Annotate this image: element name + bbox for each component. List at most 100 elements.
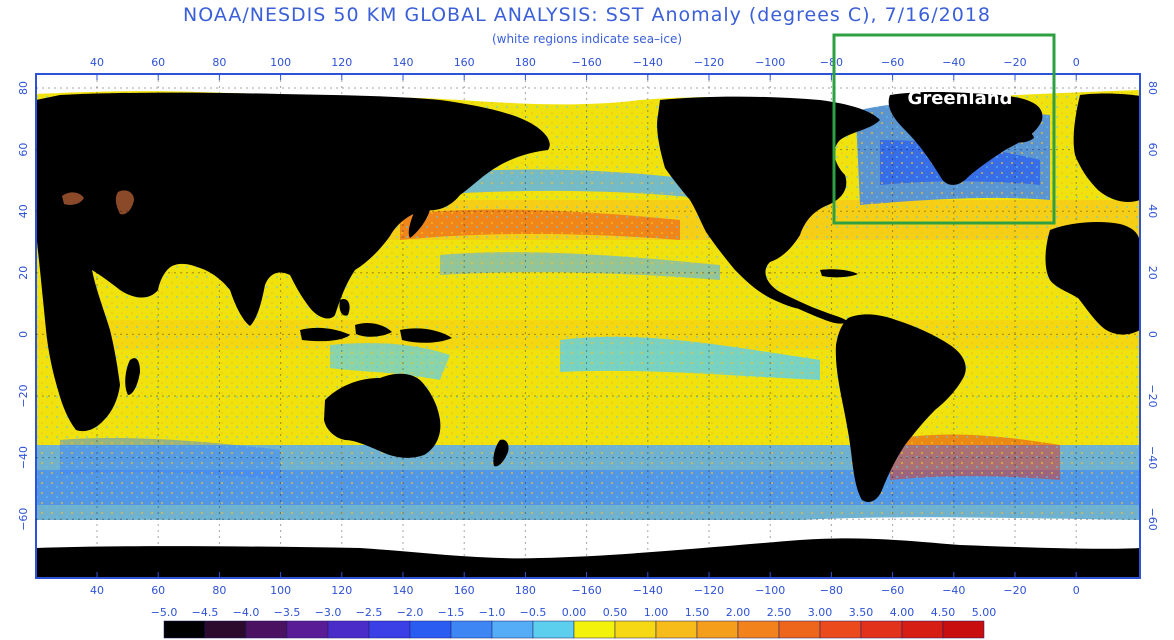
colorbar-swatch <box>286 620 329 639</box>
lon-tick-label-top: 80 <box>212 56 226 69</box>
colorbar-label: −1.0 <box>479 606 506 619</box>
colorbar-label: 0.50 <box>603 606 628 619</box>
lat-tick-label-right: −20 <box>1146 384 1159 407</box>
lat-tick-label-right: 0 <box>1146 331 1159 338</box>
greenland-label: Greenland <box>908 88 1013 109</box>
colorbar-swatch <box>860 620 903 639</box>
lon-tick-label-bottom: −100 <box>755 584 785 597</box>
right-lat-ticks: 80 60 40 20 0 −20 −40 −60 <box>1146 81 1159 531</box>
colorbar-swatch <box>491 620 534 639</box>
graticule <box>36 74 1140 578</box>
map-title: NOAA/NESDIS 50 KM GLOBAL ANALYSIS: SST A… <box>182 4 992 26</box>
lon-tick-label-bottom: 160 <box>454 584 475 597</box>
lon-tick-label-bottom: 120 <box>331 584 352 597</box>
lon-tick-label-top: −20 <box>1003 56 1026 69</box>
antarctica-land <box>36 538 1140 578</box>
colorbar-swatch <box>532 620 575 639</box>
lon-tick-label-bottom: 40 <box>90 584 104 597</box>
lon-tick-label-bottom: −60 <box>881 584 904 597</box>
lat-tick-label-right: 60 <box>1146 143 1159 157</box>
lon-tick-label-top: −160 <box>571 56 601 69</box>
lat-tick-label-left: 0 <box>17 331 30 338</box>
lat-tick-label-right: 80 <box>1146 81 1159 95</box>
colorbar-label: −2.0 <box>397 606 424 619</box>
colorbar-label: 4.50 <box>931 606 956 619</box>
colorbar-swatch <box>696 620 739 639</box>
lon-tick-label-bottom: −40 <box>942 584 965 597</box>
colorbar-swatch <box>409 620 452 639</box>
colorbar-label: −3.5 <box>274 606 301 619</box>
colorbar-swatch <box>327 620 370 639</box>
lon-tick-label-bottom: 60 <box>151 584 165 597</box>
lon-tick-label-top: 100 <box>270 56 291 69</box>
colorbar-swatch <box>942 620 985 639</box>
lon-tick-label-top: 140 <box>393 56 414 69</box>
lon-tick-label-top: 180 <box>515 56 536 69</box>
west-africa-land <box>1045 222 1140 335</box>
top-lon-ticks: 40 60 80 100 120 140 160 180 −160 −140 −120 −100 −80… <box>90 56 1080 69</box>
greenland-highlight-box <box>832 33 1056 225</box>
lon-tick-label-bottom: −140 <box>633 584 663 597</box>
colorbar-label: 2.00 <box>726 606 751 619</box>
lon-tick-label-bottom: −80 <box>820 584 843 597</box>
map-subtitle: (white regions indicate sea–ice) <box>491 32 683 46</box>
lon-tick-label-top: −40 <box>942 56 965 69</box>
colorbar-swatch <box>655 620 698 639</box>
colorbar-swatch <box>204 620 247 639</box>
map-field <box>36 74 1140 578</box>
lat-tick-label-right: −60 <box>1146 508 1159 531</box>
lat-tick-label-left: 40 <box>17 204 30 218</box>
greenland-land <box>888 91 1043 185</box>
colorbar-labels: −5.0 −4.5 −4.0 −3.5 −3.0 −2.5 −2.0 −1.5 −1.0 −0.5… <box>151 606 997 619</box>
lon-tick-label-top: 160 <box>454 56 475 69</box>
left-lat-ticks: 80 60 40 20 0 −20 −40 −60 <box>17 81 30 531</box>
colorbar-label: 3.00 <box>808 606 833 619</box>
arctic-sea-ice <box>36 74 1140 110</box>
colorbar-label: 1.00 <box>644 606 669 619</box>
lon-tick-label-bottom: 140 <box>393 584 414 597</box>
colorbar-label: −0.5 <box>520 606 547 619</box>
colorbar-swatch <box>778 620 821 639</box>
lon-tick-label-top: 40 <box>90 56 104 69</box>
colorbar-swatch <box>163 620 206 639</box>
colorbar-swatch <box>901 620 944 639</box>
map-frame <box>35 73 1141 579</box>
colorbar <box>163 620 985 639</box>
colorbar-label: −4.0 <box>233 606 260 619</box>
colorbar-swatch <box>819 620 862 639</box>
colorbar-label: 5.00 <box>972 606 997 619</box>
lon-tick-label-bottom: −20 <box>1003 584 1026 597</box>
colorbar-label: 1.50 <box>685 606 710 619</box>
colorbar-swatch <box>614 620 657 639</box>
lon-tick-label-top: −60 <box>881 56 904 69</box>
lat-tick-label-right: −40 <box>1146 446 1159 469</box>
colorbar-label: −5.0 <box>151 606 178 619</box>
colorbar-label: 4.00 <box>890 606 915 619</box>
lon-tick-label-bottom: 0 <box>1073 584 1080 597</box>
lon-tick-label-bottom: 100 <box>270 584 291 597</box>
lon-tick-label-top: −80 <box>820 56 843 69</box>
lat-tick-label-left: 80 <box>17 81 30 95</box>
colorbar-swatch <box>245 620 288 639</box>
colorbar-swatch <box>450 620 493 639</box>
bottom-lon-ticks: 40 60 80 100 120 140 160 180 −160 −140 −120 −100 −80… <box>90 584 1080 597</box>
australia-land <box>324 373 441 458</box>
lat-tick-label-left: −40 <box>17 446 30 469</box>
colorbar-swatch <box>573 620 616 639</box>
lon-tick-label-top: 0 <box>1073 56 1080 69</box>
colorbar-label: 2.50 <box>767 606 792 619</box>
lat-tick-label-right: 40 <box>1146 204 1159 218</box>
colorbar-swatch <box>737 620 780 639</box>
lat-tick-label-left: 60 <box>17 143 30 157</box>
lon-tick-label-top: −120 <box>694 56 724 69</box>
lon-tick-label-top: −140 <box>633 56 663 69</box>
lat-tick-label-left: −60 <box>17 508 30 531</box>
lat-tick-label-left: −20 <box>17 384 30 407</box>
lon-tick-label-bottom: −160 <box>571 584 601 597</box>
colorbar-label: 0.00 <box>562 606 587 619</box>
colorbar-label: −1.5 <box>438 606 465 619</box>
colorbar-swatch <box>368 620 411 639</box>
colorbar-label: −4.5 <box>192 606 219 619</box>
eurasia-africa-land <box>36 92 550 432</box>
